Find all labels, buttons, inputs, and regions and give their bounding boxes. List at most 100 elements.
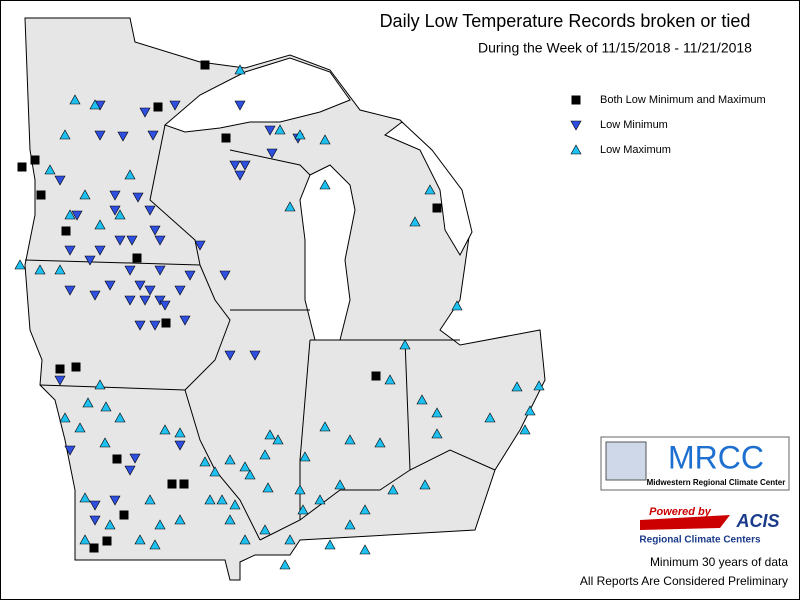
marker-low-min <box>109 205 121 216</box>
marker-both <box>132 253 142 263</box>
marker-low-min <box>219 270 231 281</box>
marker-low-max <box>294 484 306 495</box>
marker-low-min <box>64 445 76 456</box>
lake-superior <box>164 57 351 133</box>
marker-low-max <box>451 300 463 311</box>
marker-low-max <box>209 466 221 477</box>
marker-low-max <box>272 434 284 445</box>
marker-low-max <box>59 129 71 140</box>
marker-low-min <box>129 453 141 464</box>
marker-both <box>30 155 40 165</box>
marker-low-max <box>234 64 246 75</box>
marker-low-min <box>149 225 161 236</box>
marker-low-min <box>54 375 66 386</box>
marker-low-max <box>154 519 166 530</box>
marker-low-min <box>54 175 66 186</box>
marker-low-min <box>159 300 171 311</box>
legend-label: Low Minimum <box>600 119 668 131</box>
legend-label: Both Low Minimum and Maximum <box>600 94 766 106</box>
marker-low-max <box>284 201 296 212</box>
marker-low-max <box>511 381 523 392</box>
mrcc-logo: MRCC Midwestern Regional Climate Center <box>600 436 790 491</box>
mrcc-name: Midwestern Regional Climate Center <box>647 478 786 487</box>
marker-low-max <box>297 504 309 515</box>
marker-both <box>55 364 65 374</box>
marker-low-max <box>319 134 331 145</box>
marker-low-max <box>224 514 236 525</box>
marker-low-max <box>82 397 94 408</box>
marker-low-min <box>184 270 196 281</box>
marker-low-max <box>149 539 161 550</box>
marker-low-min <box>124 265 136 276</box>
marker-low-max <box>264 429 276 440</box>
marker-both <box>71 362 81 372</box>
marker-low-min <box>89 515 101 526</box>
marker-low-min <box>84 255 96 266</box>
marker-both <box>571 95 581 105</box>
lake-huron <box>384 121 473 257</box>
marker-low-min <box>109 495 121 506</box>
marker-low-max <box>114 412 126 423</box>
marker-both <box>179 479 189 489</box>
marker-low-min <box>104 280 116 291</box>
marker-low-max <box>59 412 71 423</box>
border <box>39 384 186 391</box>
marker-low-max <box>94 219 106 230</box>
marker-low-max <box>570 144 582 155</box>
marker-low-min <box>174 440 186 451</box>
marker-low-min <box>147 130 159 141</box>
marker-low-max <box>100 401 112 412</box>
lake-michigan <box>299 164 356 341</box>
marker-low-min <box>71 210 83 221</box>
marker-low-max <box>409 216 421 227</box>
marker-both <box>200 60 210 70</box>
marker-low-max <box>34 264 46 275</box>
marker-low-max <box>334 479 346 490</box>
marker-low-max <box>294 129 306 140</box>
marker-both <box>153 102 163 112</box>
title: Daily Low Temperature Records broken or … <box>380 11 751 31</box>
border <box>229 149 311 176</box>
marker-low-max <box>54 264 66 275</box>
marker-low-max <box>299 451 311 462</box>
marker-low-min <box>149 320 161 331</box>
marker-low-min <box>64 285 76 296</box>
marker-low-max <box>424 184 436 195</box>
marker-low-max <box>319 421 331 432</box>
border <box>259 449 496 541</box>
marker-low-max <box>519 424 531 435</box>
marker-low-min <box>132 192 144 203</box>
marker-both <box>119 510 129 520</box>
marker-low-max <box>324 539 336 550</box>
marker-low-min <box>139 107 151 118</box>
marker-low-max <box>79 492 91 503</box>
marker-low-min <box>89 290 101 301</box>
marker-low-max <box>134 534 146 545</box>
marker-low-max <box>416 394 428 405</box>
marker-low-min <box>134 320 146 331</box>
marker-low-max <box>484 412 496 423</box>
marker-low-max <box>274 124 286 135</box>
marker-low-min <box>174 285 186 296</box>
acis-text: ACIS <box>735 511 779 531</box>
marker-low-max <box>216 494 228 505</box>
state-borders <box>24 124 496 541</box>
marker-low-max <box>431 428 443 439</box>
border <box>149 124 201 266</box>
marker-low-min <box>154 295 166 306</box>
marker-low-max <box>224 454 236 465</box>
marker-low-min <box>134 280 146 291</box>
marker-low-max <box>79 534 91 545</box>
marker-low-max <box>359 544 371 555</box>
marker-both <box>161 318 171 328</box>
marker-both <box>371 371 381 381</box>
marker-low-max <box>284 534 296 545</box>
swoosh <box>640 515 730 530</box>
marker-low-min <box>234 100 246 111</box>
marker-low-min <box>144 285 156 296</box>
border <box>184 264 231 391</box>
marker-low-max <box>431 407 443 418</box>
note: All Reports Are Considered Preliminary <box>580 574 788 588</box>
marker-low-max <box>399 339 411 350</box>
marker-low-max <box>262 482 274 493</box>
